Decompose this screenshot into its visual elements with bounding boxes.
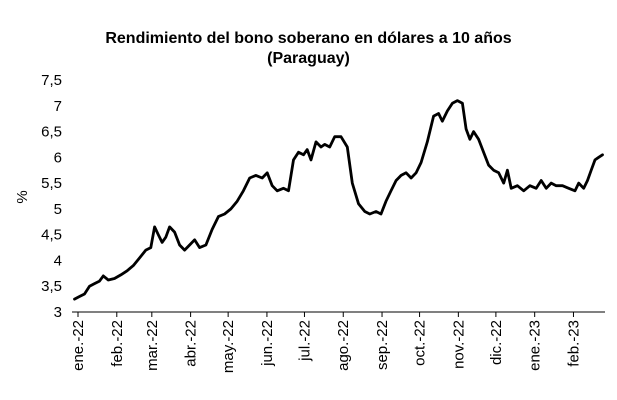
x-tick-label: jun.-22 (259, 320, 276, 367)
y-tick-label: 6,5 (41, 124, 62, 141)
y-axis-label: % (14, 190, 31, 203)
x-tick-label: dic.-22 (488, 320, 505, 365)
x-tick-label: jul.-22 (296, 320, 313, 362)
x-tick-label: nov.-22 (450, 320, 467, 369)
x-tick-label: mar.-22 (144, 320, 161, 371)
x-tick-label: oct.-22 (412, 320, 429, 366)
y-tick-label: 3 (54, 304, 62, 321)
series-line (73, 99, 604, 301)
y-tick-label: 4,5 (41, 227, 62, 244)
y-tick-label: 5 (54, 201, 62, 218)
x-tick-label: abr.-22 (183, 320, 200, 367)
plot-area (73, 99, 604, 301)
y-tick-label: 5,5 (41, 175, 62, 192)
x-tick-label: ago.-22 (335, 320, 352, 371)
x-tick-label: sep.-22 (374, 320, 391, 370)
y-tick-label: 4 (54, 252, 62, 269)
x-tick-label: may.-22 (220, 320, 237, 373)
y-tick-label: 6 (54, 149, 62, 166)
y-tick-label: 7,5 (41, 72, 62, 89)
chart-title: Rendimiento del bono soberano en dólares… (105, 30, 512, 47)
x-tick-label: feb.-22 (109, 320, 126, 367)
chart-subtitle: (Paraguay) (267, 50, 350, 67)
x-tick-label: ene.-22 (70, 320, 87, 371)
y-axis: 3 3,5 4 4,5 5 5,5 6 6,5 7 7,5% (14, 72, 62, 321)
y-tick-label: 7 (54, 98, 62, 115)
y-tick-label: 3,5 (41, 278, 62, 295)
x-tick-label: ene.-23 (527, 320, 544, 371)
x-axis: ene.-22 feb.-22 mar.-22 abr.-22 may.-22 jun.-… (70, 311, 605, 373)
x-tick-label: feb.-23 (565, 320, 582, 367)
